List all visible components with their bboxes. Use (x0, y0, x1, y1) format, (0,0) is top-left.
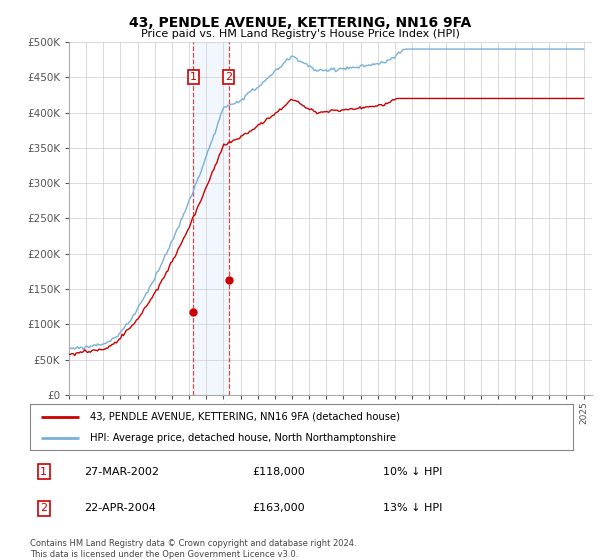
Text: 43, PENDLE AVENUE, KETTERING, NN16 9FA (detached house): 43, PENDLE AVENUE, KETTERING, NN16 9FA (… (90, 412, 400, 422)
Text: 13% ↓ HPI: 13% ↓ HPI (383, 503, 442, 513)
Text: HPI: Average price, detached house, North Northamptonshire: HPI: Average price, detached house, Nort… (90, 433, 396, 443)
Text: 1: 1 (40, 467, 47, 477)
Text: £163,000: £163,000 (253, 503, 305, 513)
Bar (193, 42, 229, 395)
Text: Contains HM Land Registry data © Crown copyright and database right 2024.
This d: Contains HM Land Registry data © Crown c… (30, 539, 356, 559)
Text: 10% ↓ HPI: 10% ↓ HPI (383, 467, 442, 477)
Text: 2: 2 (225, 72, 232, 82)
Text: 2: 2 (40, 503, 47, 513)
Text: Price paid vs. HM Land Registry's House Price Index (HPI): Price paid vs. HM Land Registry's House … (140, 29, 460, 39)
Text: 43, PENDLE AVENUE, KETTERING, NN16 9FA: 43, PENDLE AVENUE, KETTERING, NN16 9FA (129, 16, 471, 30)
Text: 27-MAR-2002: 27-MAR-2002 (85, 467, 160, 477)
Text: 1: 1 (190, 72, 197, 82)
Text: £118,000: £118,000 (253, 467, 305, 477)
Text: 22-APR-2004: 22-APR-2004 (85, 503, 156, 513)
